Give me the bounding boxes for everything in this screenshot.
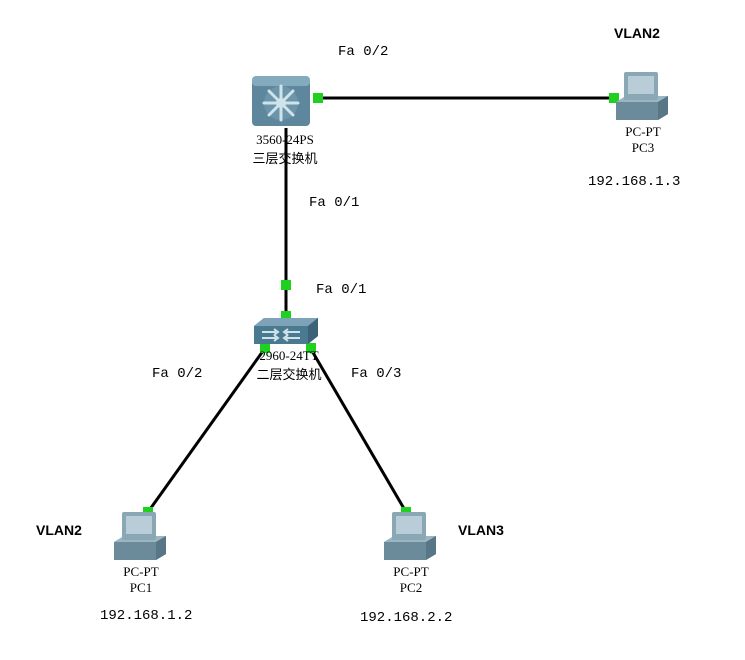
pc2-name: PC2	[388, 580, 434, 596]
pc2-ip: 192.168.2.2	[360, 610, 452, 626]
pc2-vlan-label: VLAN3	[458, 522, 504, 538]
pc1-ip: 192.168.1.2	[100, 608, 192, 624]
pc1-icon	[112, 512, 168, 560]
links-group	[148, 98, 614, 512]
port-dot	[313, 93, 323, 103]
pc2-icon	[382, 512, 438, 560]
port-label-l2-fa03: Fa 0/3	[351, 366, 401, 382]
l2-switch-model: 2960-24TT	[244, 348, 334, 364]
port-dots-group	[143, 93, 619, 517]
l3-switch-desc: 三层交换机	[240, 148, 330, 167]
pc3-name: PC3	[620, 140, 666, 156]
pc1-type: PC-PT	[118, 564, 164, 580]
l2-switch-desc: 二层交换机	[244, 364, 334, 383]
port-label-l3-fa01: Fa 0/1	[309, 195, 359, 211]
pc1-name: PC1	[118, 580, 164, 596]
pc3-icon	[614, 72, 670, 120]
l3-switch-icon	[250, 72, 312, 128]
pc1-vlan-label: VLAN2	[36, 522, 82, 538]
pc3-ip: 192.168.1.3	[588, 174, 680, 190]
port-dot	[281, 280, 291, 290]
port-label-l3-fa02: Fa 0/2	[338, 44, 388, 60]
port-label-l2-fa01: Fa 0/1	[316, 282, 366, 298]
pc2-type: PC-PT	[388, 564, 434, 580]
port-label-l2-fa02: Fa 0/2	[152, 366, 202, 382]
l3-switch-model: 3560-24PS	[240, 132, 330, 148]
pc3-vlan-label: VLAN2	[614, 25, 660, 41]
l2-switch-icon	[254, 318, 318, 344]
pc3-type: PC-PT	[620, 124, 666, 140]
